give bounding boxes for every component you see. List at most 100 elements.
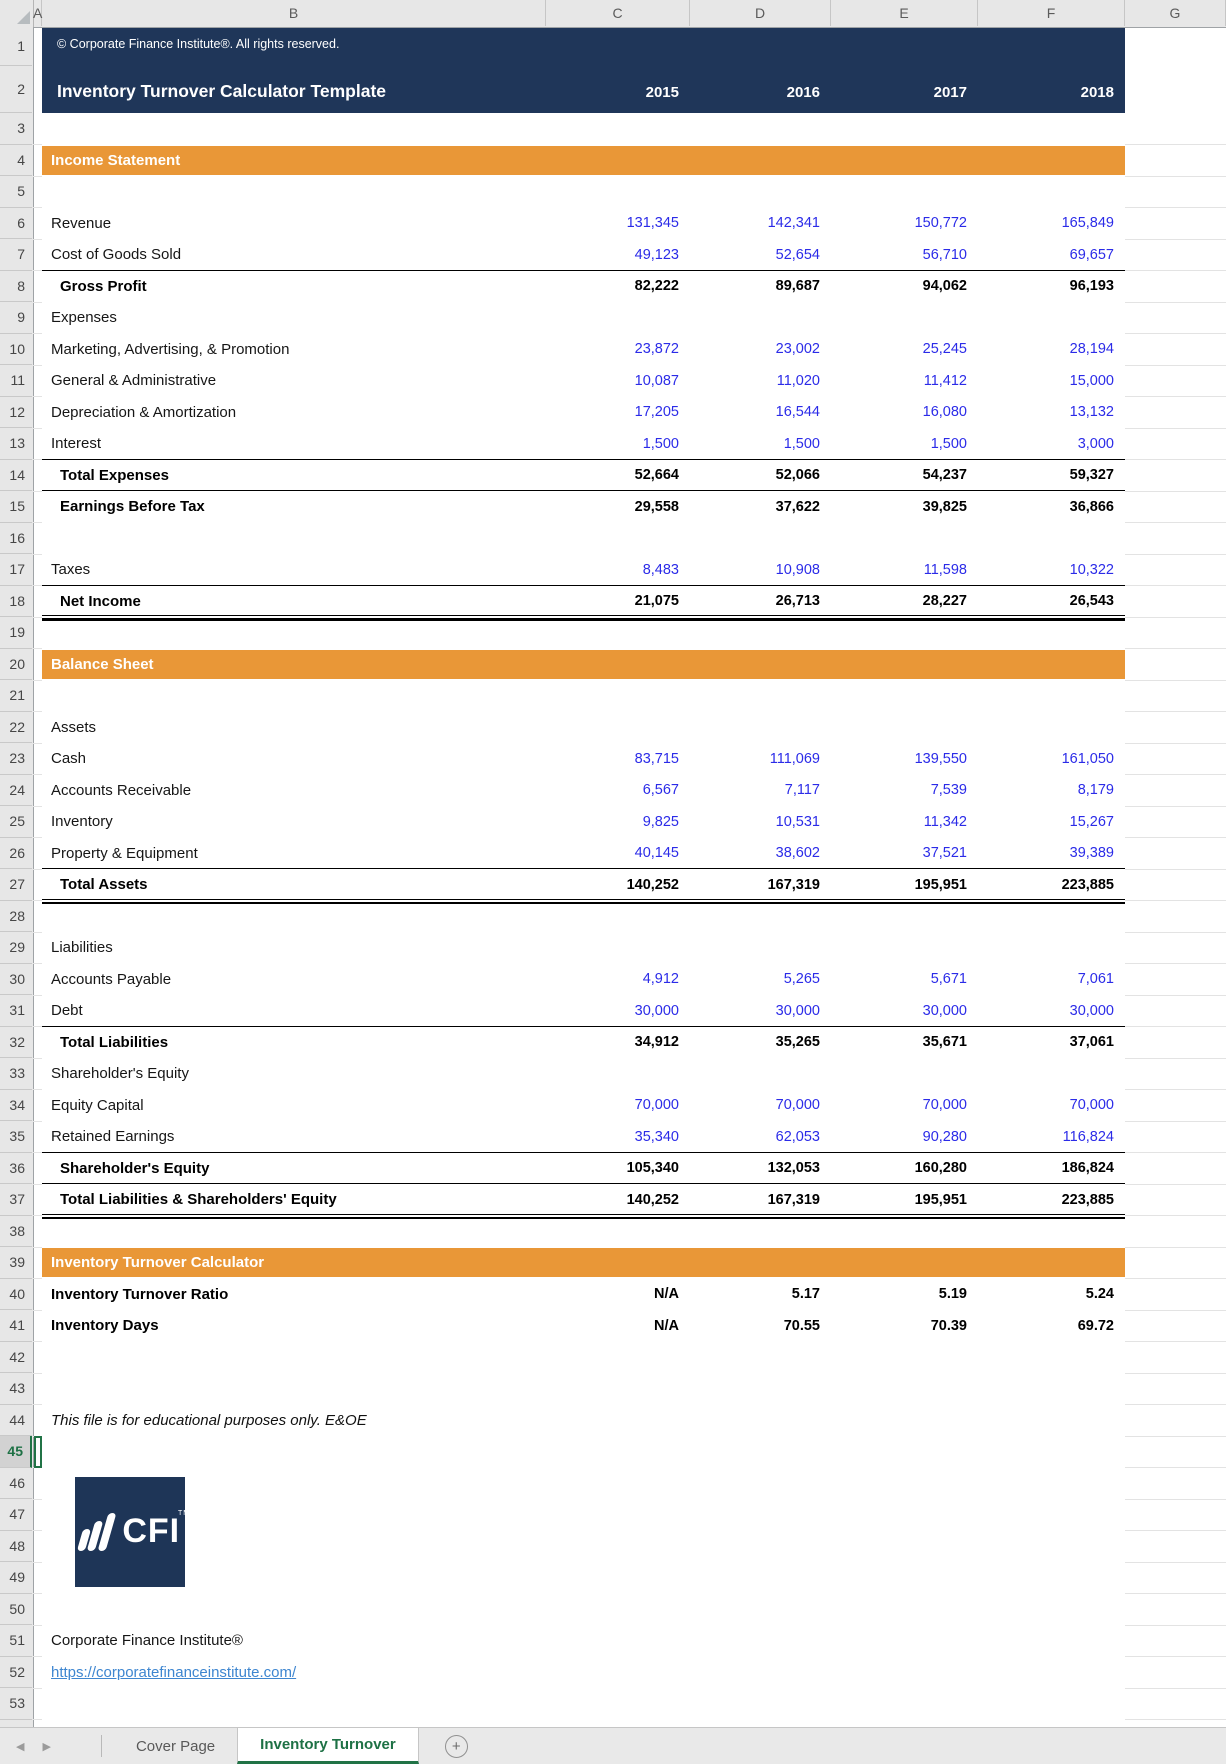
cell-E31[interactable]: 30,000 xyxy=(922,1002,967,1019)
row-label-equity-capital-34[interactable]: Equity Capital xyxy=(51,1096,144,1114)
column-header-F[interactable]: F xyxy=(978,0,1125,26)
cell-F18[interactable]: 26,543 xyxy=(1069,593,1114,610)
cell-D15[interactable]: 37,622 xyxy=(775,498,820,515)
cell-C12[interactable]: 17,205 xyxy=(634,404,679,421)
row-header-7[interactable]: 7 xyxy=(0,239,32,271)
row-header-16[interactable]: 16 xyxy=(0,523,32,554)
cell-E25[interactable]: 11,342 xyxy=(923,813,967,830)
cell-E11[interactable]: 11,412 xyxy=(923,372,967,389)
cell-D35[interactable]: 62,053 xyxy=(775,1128,820,1145)
cell-D8[interactable]: 89,687 xyxy=(775,278,820,295)
row-header-13[interactable]: 13 xyxy=(0,428,32,460)
row-label-inventory-25[interactable]: Inventory xyxy=(51,813,113,831)
row-header-2[interactable]: 2 xyxy=(0,66,32,113)
cell-C10[interactable]: 23,872 xyxy=(634,341,679,358)
cell-F40[interactable]: 5.24 xyxy=(1085,1286,1114,1303)
row-header-11[interactable]: 11 xyxy=(0,365,32,397)
row-label-revenue-6[interactable]: Revenue xyxy=(51,214,112,232)
cell-E37[interactable]: 195,951 xyxy=(914,1191,967,1208)
row-header-14[interactable]: 14 xyxy=(0,460,32,491)
cell-C24[interactable]: 6,567 xyxy=(642,782,679,799)
cell-C36[interactable]: 105,340 xyxy=(626,1160,679,1177)
tab-scroll-right-icon[interactable]: ▶ xyxy=(42,1740,51,1753)
cell-E8[interactable]: 94,062 xyxy=(922,278,967,295)
row-header-53[interactable]: 53 xyxy=(0,1688,32,1720)
row-label-liabilities-29[interactable]: Liabilities xyxy=(51,939,113,957)
tab-scroll-left-icon[interactable]: ◀ xyxy=(16,1740,25,1753)
cell-C30[interactable]: 4,912 xyxy=(642,971,679,988)
row-header-28[interactable]: 28 xyxy=(0,901,32,932)
cell-C41[interactable]: N/A xyxy=(654,1317,679,1334)
cell-C37[interactable]: 140,252 xyxy=(626,1191,679,1208)
row-header-4[interactable]: 4 xyxy=(0,145,32,176)
row-header-37[interactable]: 37 xyxy=(0,1184,32,1216)
cell-E13[interactable]: 1,500 xyxy=(930,435,967,452)
row-label-accounts-receivable-24[interactable]: Accounts Receivable xyxy=(51,781,192,799)
cell-F30[interactable]: 7,061 xyxy=(1077,971,1114,988)
row-header-24[interactable]: 24 xyxy=(0,775,32,806)
cell-C7[interactable]: 49,123 xyxy=(634,246,679,263)
cell-C34[interactable]: 70,000 xyxy=(634,1097,679,1114)
cell-F27[interactable]: 223,885 xyxy=(1061,876,1114,893)
cell-D27[interactable]: 167,319 xyxy=(767,876,820,893)
cell-C13[interactable]: 1,500 xyxy=(642,435,679,452)
cell-F37[interactable]: 223,885 xyxy=(1061,1191,1114,1208)
cell-D7[interactable]: 52,654 xyxy=(775,246,820,263)
cell-C27[interactable]: 140,252 xyxy=(626,876,679,893)
tab-inventory-turnover[interactable]: Inventory Turnover xyxy=(237,1728,419,1764)
row-label-retained-earnings-35[interactable]: Retained Earnings xyxy=(51,1128,175,1146)
select-all-corner[interactable] xyxy=(0,0,34,27)
row-label-inventory-days-41[interactable]: Inventory Days xyxy=(51,1317,159,1335)
row-label-total-assets-27[interactable]: Total Assets xyxy=(60,876,148,894)
column-header-A[interactable]: A xyxy=(33,0,42,26)
row-header-40[interactable]: 40 xyxy=(0,1279,32,1310)
cell-E18[interactable]: 28,227 xyxy=(922,593,967,610)
cell-D11[interactable]: 11,020 xyxy=(776,372,820,389)
cell-C8[interactable]: 82,222 xyxy=(634,278,679,295)
cell-E26[interactable]: 37,521 xyxy=(922,845,967,862)
row-header-45[interactable]: 45 xyxy=(0,1436,32,1468)
cell-E10[interactable]: 25,245 xyxy=(922,341,967,358)
cell-C35[interactable]: 35,340 xyxy=(634,1128,679,1145)
cell-D6[interactable]: 142,341 xyxy=(767,215,820,232)
cell-E30[interactable]: 5,671 xyxy=(930,971,967,988)
row-header-39[interactable]: 39 xyxy=(0,1247,32,1279)
row-label-property-equipment-26[interactable]: Property & Equipment xyxy=(51,844,198,862)
cell-D40[interactable]: 5.17 xyxy=(791,1286,820,1303)
row-header-20[interactable]: 20 xyxy=(0,649,32,680)
row-label-expenses-9[interactable]: Expenses xyxy=(51,309,117,327)
row-label-total-liabilities-32[interactable]: Total Liabilities xyxy=(60,1033,169,1051)
cell-F11[interactable]: 15,000 xyxy=(1069,372,1114,389)
cell-E35[interactable]: 90,280 xyxy=(922,1128,967,1145)
row-header-41[interactable]: 41 xyxy=(0,1310,32,1342)
column-header-G[interactable]: G xyxy=(1125,0,1226,26)
cell-C26[interactable]: 40,145 xyxy=(634,845,679,862)
row-header-43[interactable]: 43 xyxy=(0,1373,32,1405)
cell-E15[interactable]: 39,825 xyxy=(922,498,967,515)
row-header-6[interactable]: 6 xyxy=(0,208,32,239)
row-header-47[interactable]: 47 xyxy=(0,1499,32,1531)
row-label-accounts-payable-30[interactable]: Accounts Payable xyxy=(51,970,172,988)
row-header-51[interactable]: 51 xyxy=(0,1625,32,1657)
company-link[interactable]: https://corporatefinanceinstitute.com/ xyxy=(51,1663,297,1681)
cell-E7[interactable]: 56,710 xyxy=(922,246,967,263)
cell-F25[interactable]: 15,267 xyxy=(1069,813,1114,830)
row-header-27[interactable]: 27 xyxy=(0,869,32,901)
cell-E12[interactable]: 16,080 xyxy=(922,404,967,421)
row-label-debt-31[interactable]: Debt xyxy=(51,1002,83,1020)
column-header-C[interactable]: C xyxy=(546,0,690,26)
cell-D24[interactable]: 7,117 xyxy=(784,782,820,799)
cell-D23[interactable]: 111,069 xyxy=(769,750,820,767)
cell-F35[interactable]: 116,824 xyxy=(1062,1128,1114,1145)
cell-F13[interactable]: 3,000 xyxy=(1077,435,1114,452)
row-header-34[interactable]: 34 xyxy=(0,1090,32,1121)
cell-F10[interactable]: 28,194 xyxy=(1069,341,1114,358)
cell-F24[interactable]: 8,179 xyxy=(1077,782,1114,799)
row-header-15[interactable]: 15 xyxy=(0,491,32,523)
cell-D12[interactable]: 16,544 xyxy=(775,404,820,421)
cell-D25[interactable]: 10,531 xyxy=(775,813,820,830)
row-label-cost-of-goods-sold-7[interactable]: Cost of Goods Sold xyxy=(51,246,182,264)
cell-D17[interactable]: 10,908 xyxy=(775,561,820,578)
cell-F26[interactable]: 39,389 xyxy=(1069,845,1114,862)
row-header-32[interactable]: 32 xyxy=(0,1027,32,1058)
